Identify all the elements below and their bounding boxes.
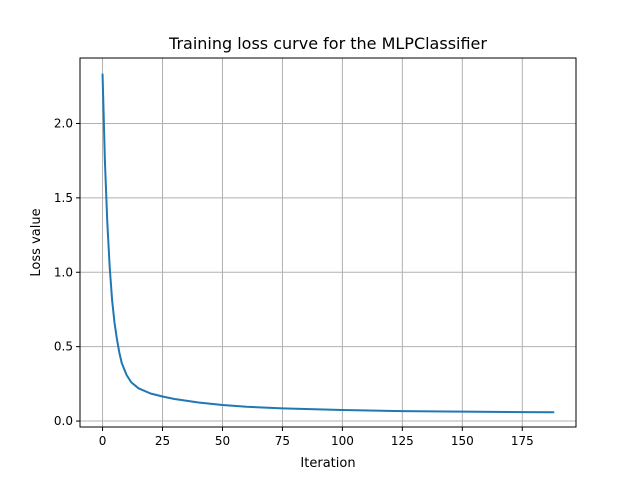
y-tick-label: 1.0 [54,265,73,279]
x-tick-label: 100 [331,434,354,448]
x-tick-label: 125 [391,434,414,448]
y-tick-label: 0.0 [54,414,73,428]
tick-layer: 0 25 50 75 100 125 150 175 0.0 0.5 1.0 1.5 2.0 [54,116,534,448]
grid-lines [80,58,576,427]
plot-area [80,58,576,427]
x-tick-label: 25 [155,434,170,448]
series-layer [101,73,555,414]
y-tick-label: 0.5 [54,340,73,354]
loss-series-line [101,73,555,414]
y-axis-label: Loss value [29,208,44,276]
y-tick-label: 2.0 [54,116,73,130]
plot-frame [79,57,577,428]
x-tick-label: 175 [511,434,534,448]
x-tick-label: 0 [99,434,107,448]
x-axis-label: Iteration [300,456,355,471]
y-tick-label: 1.5 [54,191,73,205]
x-tick-label: 150 [451,434,474,448]
x-tick-label: 75 [275,434,290,448]
chart-title: Training loss curve for the MLPClassifie… [168,34,487,53]
x-tick-label: 50 [215,434,230,448]
